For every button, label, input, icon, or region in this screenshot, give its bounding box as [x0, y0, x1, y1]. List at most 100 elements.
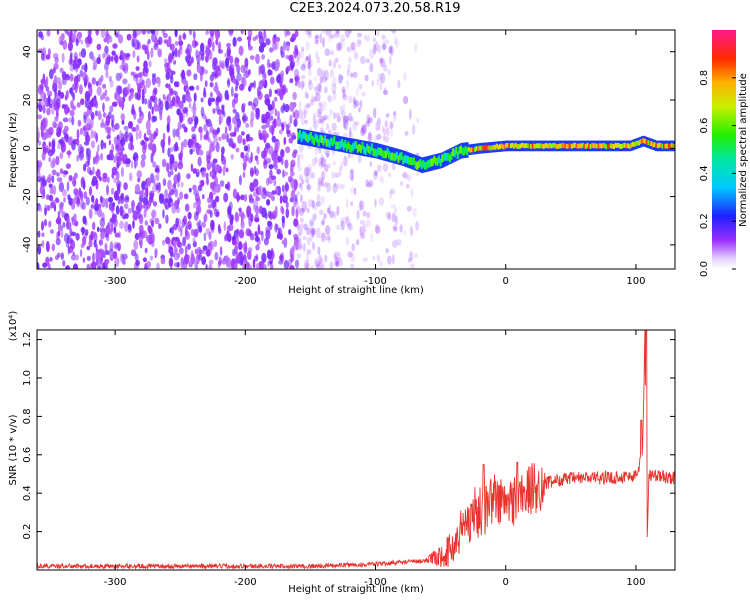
spectrogram-cell	[366, 34, 370, 43]
spectrogram-cell	[154, 167, 160, 173]
ridge-core	[342, 142, 345, 150]
spectrogram-cell	[364, 74, 369, 82]
spectrogram-cell	[186, 96, 192, 103]
spectrogram-cell	[309, 227, 315, 237]
spectrogram-cell	[76, 196, 80, 206]
ridge-core	[402, 156, 405, 165]
spectrogram-cell	[139, 240, 143, 249]
ridge-core	[569, 143, 572, 148]
ridge-core	[458, 146, 461, 155]
spectrogram-cell	[147, 38, 151, 45]
spectrogram-cell	[152, 161, 157, 168]
spectrogram-cell	[349, 171, 354, 181]
ridge-core	[619, 144, 622, 149]
spectrogram-cell	[305, 93, 310, 100]
spectrogram-cell	[111, 205, 115, 211]
y-tick: 0.2	[22, 524, 675, 540]
spectrogram-cell	[262, 133, 266, 141]
ridge-core	[531, 143, 534, 149]
ridge-core	[625, 143, 628, 149]
ridge-core	[369, 146, 372, 155]
spectrogram-cell	[91, 77, 97, 85]
ridge-core	[344, 140, 347, 148]
spectrogram-cell	[141, 96, 145, 105]
spectrogram-cell	[194, 120, 197, 129]
x-tick-label: -100	[364, 577, 387, 588]
spectrogram-cell	[240, 151, 245, 159]
spectrogram-cell	[288, 54, 294, 62]
spectrogram-cell	[325, 150, 330, 157]
spectrogram-cell	[298, 174, 303, 182]
spectrogram-cell	[342, 118, 347, 129]
spectrogram-cell	[116, 180, 122, 189]
spectrogram-cell	[368, 117, 373, 124]
spectrogram-cell	[264, 93, 270, 100]
spectrogram-cell	[45, 194, 50, 200]
spectrogram-cell	[388, 46, 393, 54]
spectrogram-cell	[315, 263, 321, 269]
spectrogram-cell	[249, 182, 255, 193]
spectrogram-cell	[324, 48, 331, 57]
spectrogram-cell	[197, 184, 203, 192]
y-tick: -40	[22, 237, 675, 253]
spectrogram-cell	[137, 177, 141, 183]
spectrogram-cell	[255, 263, 260, 269]
spectrogram-cell	[248, 85, 252, 92]
spectrogram-cell	[100, 152, 104, 161]
ridge-core	[420, 161, 423, 169]
spectrogram-cell	[306, 179, 309, 190]
spectrogram-cell	[276, 168, 282, 175]
spectrogram-cell	[55, 155, 60, 166]
spectrogram-cell	[308, 78, 312, 86]
spectrogram-cell	[202, 194, 205, 200]
ridge-core	[541, 143, 544, 149]
spectrogram-cell	[390, 188, 396, 195]
spectrogram-cell	[97, 265, 101, 269]
spectrogram-cell	[43, 219, 48, 227]
ridge-core	[356, 145, 359, 153]
spectrogram-cell	[136, 55, 140, 63]
spectrogram-cell	[304, 91, 309, 99]
spectrogram-cell	[292, 91, 297, 101]
spectrogram-cell	[368, 179, 374, 188]
spectrogram-cell	[66, 181, 70, 192]
ridge-core	[574, 142, 576, 148]
y-tick-label: 0.6	[22, 447, 33, 463]
spectrogram-cell	[217, 49, 224, 54]
spectrogram-cell	[273, 179, 277, 187]
spectrogram-cell	[329, 210, 335, 219]
spectrogram-cell	[222, 166, 226, 176]
spectrogram-cell	[315, 34, 320, 39]
spectrogram-cell	[157, 77, 161, 88]
spectrogram-cell	[311, 157, 316, 168]
spectrogram-cell	[41, 240, 45, 248]
spectrogram-cell	[388, 55, 392, 65]
spectrogram-cell	[340, 217, 343, 226]
spectrogram-cell	[188, 30, 193, 36]
spectrogram-cell	[252, 258, 256, 269]
spectrogram-cell	[56, 177, 63, 183]
spectrogram-cell	[365, 120, 371, 128]
spectrogram-cell	[56, 30, 60, 35]
spectrogram-cell	[158, 97, 162, 108]
spectrogram-cell	[201, 170, 207, 178]
spectrogram-cell	[240, 30, 244, 35]
ridge-core	[375, 149, 378, 157]
ridge-core	[505, 143, 508, 148]
spectrogram-cell	[214, 84, 219, 94]
spectrogram-cell	[244, 57, 249, 68]
spectrogram-cell	[114, 232, 120, 238]
spectrogram-cell	[390, 129, 394, 138]
ridge-core	[502, 144, 505, 150]
ridge-core	[400, 152, 403, 160]
x-tick-label: 100	[626, 577, 645, 588]
spectrogram-cell	[97, 208, 103, 218]
spectrogram-cell	[157, 48, 162, 58]
spectrogram-cell	[228, 30, 234, 37]
spectrogram-cell	[190, 163, 194, 172]
spectrogram-cell	[173, 181, 176, 189]
spectrogram-cell	[255, 195, 259, 202]
spectrogram-cell	[138, 213, 144, 225]
ridge-core	[633, 142, 636, 147]
spectrogram-cell	[135, 66, 140, 71]
